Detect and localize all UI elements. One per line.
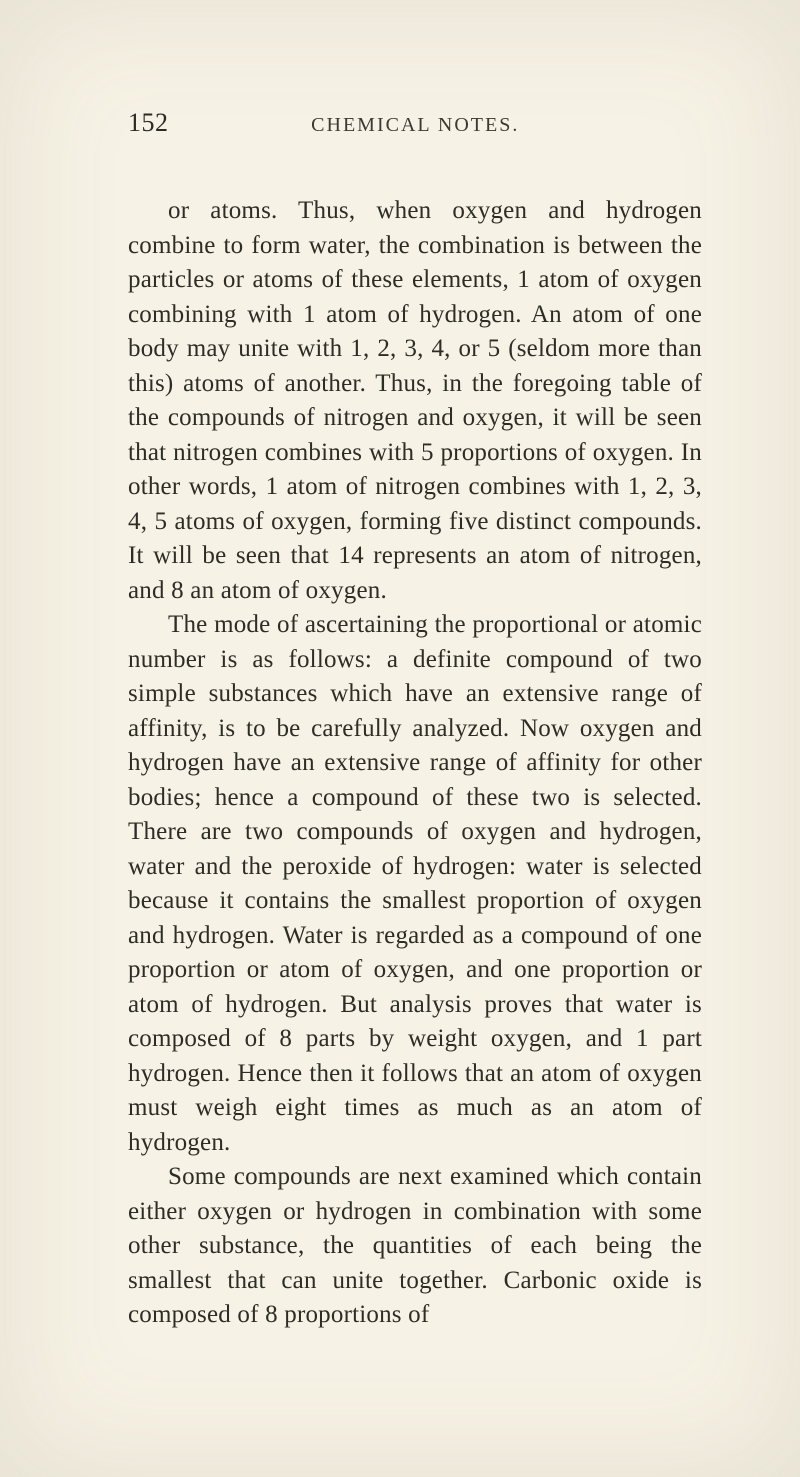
running-title: CHEMICAL NOTES.: [129, 114, 703, 137]
book-page: 152 CHEMICAL NOTES. or atoms. Thus, when…: [0, 0, 800, 1477]
page-header: 152 CHEMICAL NOTES.: [128, 108, 702, 138]
paragraph-3: Some compounds are next examined which c…: [128, 1160, 702, 1333]
body-text: or atoms. Thus, when oxygen and hydrogen…: [128, 194, 702, 1333]
paragraph-1: or atoms. Thus, when oxygen and hydrogen…: [128, 194, 702, 608]
paragraph-2: The mode of ascertaining the proportiona…: [128, 608, 702, 1160]
